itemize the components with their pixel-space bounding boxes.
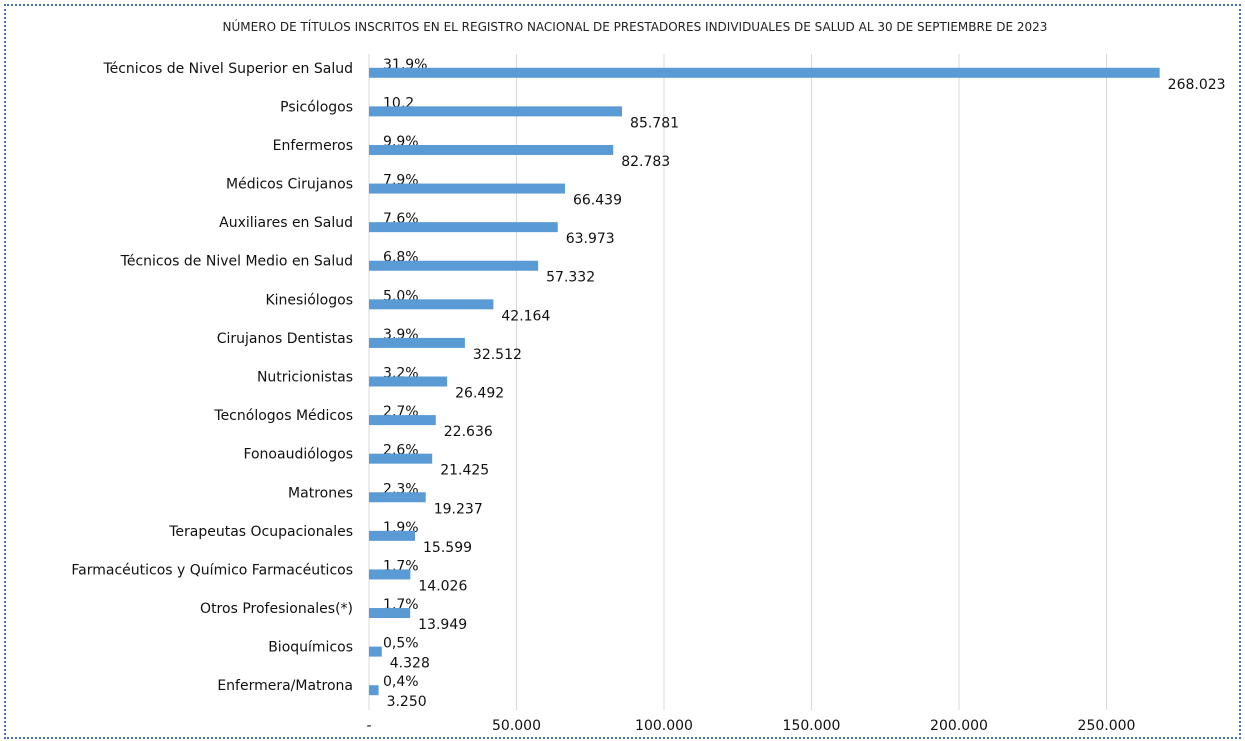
bar (369, 337, 465, 348)
x-tick-label: - (366, 718, 371, 734)
value-label: 66.439 (573, 193, 622, 209)
value-label: 268.023 (1168, 77, 1226, 93)
category-label: Otros Profesionales(*) (200, 601, 353, 617)
category-label: Médicos Cirujanos (226, 177, 353, 193)
x-tick-label: 50.000 (492, 718, 541, 734)
category-label: Enfermera/Matrona (217, 678, 353, 694)
bar (369, 492, 426, 503)
bar (369, 569, 411, 580)
value-label: 63.973 (566, 231, 615, 247)
share-label: 0,4% (383, 674, 419, 690)
bar (369, 260, 539, 271)
value-label: 3.250 (387, 694, 427, 710)
bar (369, 530, 416, 541)
category-label: Técnicos de Nivel Superior en Salud (102, 61, 353, 77)
category-label: Tecnólogos Médicos (213, 408, 353, 424)
value-label: 19.237 (434, 501, 483, 517)
category-label: Enfermeros (273, 138, 353, 154)
bar (369, 415, 436, 426)
category-label: Farmacéuticos y Químico Farmacéuticos (71, 562, 353, 578)
category-label: Kinesiólogos (265, 292, 353, 308)
bar (369, 106, 623, 117)
category-label: Auxiliares en Salud (219, 215, 353, 231)
bar (369, 608, 411, 619)
x-tick-label: 200.000 (930, 718, 988, 734)
bar (369, 453, 433, 464)
value-label: 4.328 (390, 656, 430, 672)
category-label: Nutricionistas (257, 370, 353, 386)
category-label: Terapeutas Ocupacionales (168, 524, 353, 540)
value-label: 21.425 (440, 463, 489, 479)
value-label: 42.164 (501, 308, 550, 324)
bar (369, 183, 565, 194)
bar (369, 67, 1160, 78)
category-label: Psicólogos (280, 99, 353, 115)
bar (369, 685, 379, 696)
bar (369, 222, 558, 233)
category-label: Matrones (288, 485, 353, 501)
share-label: 0,5% (383, 636, 419, 652)
chart-border (4, 4, 1241, 739)
value-label: 15.599 (423, 540, 472, 556)
value-label: 85.781 (630, 115, 679, 131)
bar (369, 646, 382, 657)
value-label: 14.026 (418, 578, 467, 594)
category-label: Bioquímicos (268, 640, 353, 656)
bar (369, 376, 448, 387)
bar (369, 299, 494, 310)
value-label: 82.783 (621, 154, 670, 170)
value-label: 57.332 (546, 270, 595, 286)
x-tick-label: 250.000 (1078, 718, 1136, 734)
value-label: 13.949 (418, 617, 467, 633)
x-tick-label: 100.000 (635, 718, 693, 734)
category-label: Técnicos de Nivel Medio en Salud (120, 254, 353, 270)
category-label: Cirujanos Dentistas (217, 331, 353, 347)
chart-title: NÚMERO DE TÍTULOS INSCRITOS EN EL REGIST… (222, 20, 1048, 34)
value-label: 22.636 (444, 424, 493, 440)
x-tick-label: 150.000 (783, 718, 841, 734)
value-label: 26.492 (455, 386, 504, 402)
bar (369, 144, 614, 155)
category-label: Fonoaudiólogos (243, 447, 353, 463)
value-label: 32.512 (473, 347, 522, 363)
